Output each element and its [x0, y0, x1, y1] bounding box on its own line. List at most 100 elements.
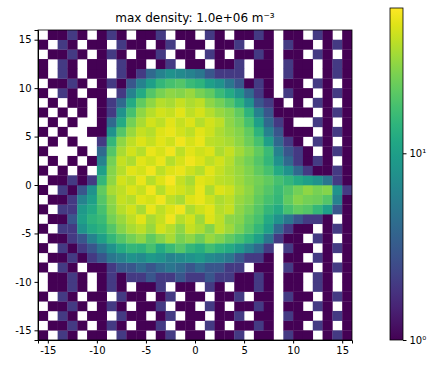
- cell: [332, 330, 342, 340]
- x-axis-line: [39, 341, 353, 344]
- cell: [195, 78, 205, 88]
- cell: [185, 321, 195, 331]
- cell: [264, 195, 274, 205]
- cell: [97, 156, 107, 166]
- cell: [77, 98, 87, 108]
- cell: [264, 185, 274, 195]
- cell: [293, 311, 303, 321]
- cell: [313, 117, 323, 127]
- cell: [175, 146, 185, 156]
- cell: [97, 204, 107, 214]
- cell: [126, 175, 136, 185]
- x-tick-mark: [244, 340, 245, 344]
- cell: [166, 214, 176, 224]
- cell: [58, 30, 68, 40]
- cell: [117, 321, 127, 331]
- cell: [293, 263, 303, 273]
- cell: [67, 282, 77, 292]
- cell: [254, 156, 264, 166]
- cell: [283, 311, 293, 321]
- cell: [146, 88, 156, 98]
- cell: [166, 69, 176, 79]
- cell: [205, 108, 215, 118]
- cell: [38, 263, 48, 273]
- cell: [67, 272, 77, 282]
- cell: [342, 185, 352, 195]
- cell: [254, 175, 264, 185]
- cell: [342, 175, 352, 185]
- cell: [185, 214, 195, 224]
- x-tick-label: 15: [336, 345, 349, 356]
- cell: [215, 311, 225, 321]
- cell: [87, 330, 97, 340]
- cell: [244, 204, 254, 214]
- cell: [146, 146, 156, 156]
- x-tick-label: -15: [40, 345, 56, 356]
- cell: [264, 204, 274, 214]
- cell: [274, 204, 284, 214]
- cell: [156, 243, 166, 253]
- cell: [205, 30, 215, 40]
- cell: [146, 127, 156, 137]
- cell: [156, 127, 166, 137]
- cell: [136, 146, 146, 156]
- cell: [166, 330, 176, 340]
- cell: [136, 195, 146, 205]
- cell: [283, 137, 293, 147]
- y-tick: 15: [19, 34, 38, 45]
- cell: [205, 117, 215, 127]
- cell: [332, 292, 342, 302]
- cell: [234, 117, 244, 127]
- cell: [58, 272, 68, 282]
- cell: [224, 214, 234, 224]
- cell: [58, 59, 68, 69]
- cell: [195, 127, 205, 137]
- cell: [136, 59, 146, 69]
- cell: [58, 301, 68, 311]
- cell: [342, 272, 352, 282]
- cell: [205, 156, 215, 166]
- cell: [234, 263, 244, 273]
- cell: [342, 204, 352, 214]
- cell: [136, 243, 146, 253]
- cell: [244, 195, 254, 205]
- cell: [293, 137, 303, 147]
- cell: [97, 137, 107, 147]
- cell: [97, 49, 107, 59]
- cell: [234, 69, 244, 79]
- cell: [215, 204, 225, 214]
- cell: [58, 166, 68, 176]
- cell: [234, 243, 244, 253]
- cell: [38, 243, 48, 253]
- cell: [283, 175, 293, 185]
- cell: [224, 78, 234, 88]
- cell: [293, 78, 303, 88]
- cell: [332, 40, 342, 50]
- cell: [48, 98, 58, 108]
- cell: [323, 156, 333, 166]
- y-tick-mark: [35, 137, 39, 138]
- cell: [146, 78, 156, 88]
- cell: [58, 127, 68, 137]
- cell: [107, 243, 117, 253]
- cell: [264, 214, 274, 224]
- cell: [254, 263, 264, 273]
- cell: [224, 233, 234, 243]
- cell: [67, 40, 77, 50]
- cell: [303, 156, 313, 166]
- cell: [77, 78, 87, 88]
- cell: [107, 166, 117, 176]
- cell: [117, 204, 127, 214]
- cell: [77, 233, 87, 243]
- x-tick-mark: [97, 340, 98, 344]
- cell: [195, 175, 205, 185]
- cell: [87, 204, 97, 214]
- cell: [185, 311, 195, 321]
- cell: [107, 127, 117, 137]
- cell: [283, 204, 293, 214]
- cell: [215, 330, 225, 340]
- cell: [97, 127, 107, 137]
- cell: [126, 146, 136, 156]
- cell: [77, 175, 87, 185]
- cell: [117, 88, 127, 98]
